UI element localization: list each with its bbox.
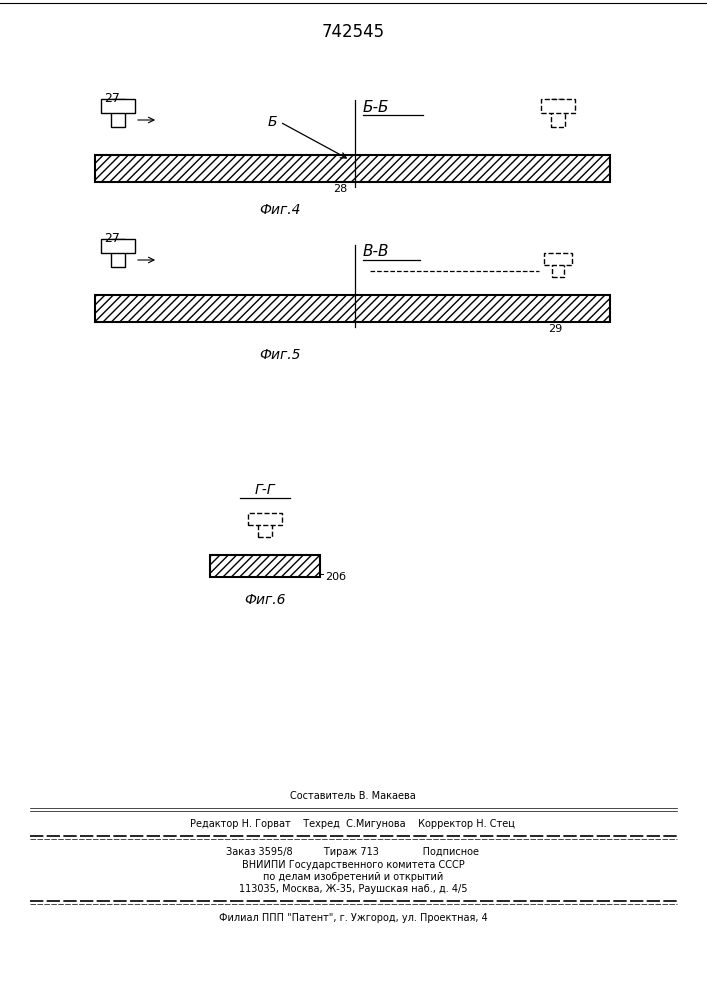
Text: Б-Б: Б-Б (363, 100, 390, 114)
Text: Филиал ППП "Патент", г. Ужгород, ул. Проектная, 4: Филиал ППП "Патент", г. Ужгород, ул. Про… (218, 913, 487, 923)
Bar (210, 555, 320, 577)
Text: 28: 28 (333, 184, 347, 194)
Text: 29: 29 (548, 324, 562, 334)
Bar (95, 155, 610, 182)
Text: Фиг.5: Фиг.5 (259, 348, 300, 362)
Bar (101, 239, 135, 253)
Text: 27: 27 (104, 92, 120, 105)
Bar (95, 295, 610, 322)
Bar (258, 519, 272, 537)
Text: Редактор Н. Горват    Техред  С.Мигунова    Корректор Н. Стец: Редактор Н. Горват Техред С.Мигунова Кор… (190, 819, 515, 829)
Text: 20б: 20б (325, 572, 346, 582)
Bar (95, 295, 610, 322)
Bar (541, 99, 575, 113)
Text: 742545: 742545 (322, 23, 385, 41)
Bar (95, 155, 610, 182)
Bar (552, 259, 564, 277)
Text: Заказ 3595/8          Тираж 713              Подписное: Заказ 3595/8 Тираж 713 Подписное (226, 847, 479, 857)
Bar (544, 253, 572, 265)
Bar (210, 555, 320, 577)
Text: по делам изобретений и открытий: по делам изобретений и открытий (263, 872, 443, 882)
Text: Фиг.4: Фиг.4 (259, 203, 300, 217)
Text: Составитель В. Макаева: Составитель В. Макаева (290, 791, 416, 801)
Bar (551, 99, 565, 127)
Text: Г-Г: Г-Г (255, 483, 275, 497)
Bar (248, 513, 282, 525)
Bar (111, 239, 125, 267)
Text: Б: Б (267, 115, 277, 129)
Bar (111, 99, 125, 127)
Text: Фиг.6: Фиг.6 (244, 593, 286, 607)
Text: В-В: В-В (363, 244, 390, 259)
Text: 113035, Москва, Ж-35, Раушская наб., д. 4/5: 113035, Москва, Ж-35, Раушская наб., д. … (239, 884, 467, 894)
Text: 27: 27 (104, 232, 120, 245)
Text: ВНИИПИ Государственного комитета СССР: ВНИИПИ Государственного комитета СССР (242, 860, 464, 870)
Bar (101, 99, 135, 113)
